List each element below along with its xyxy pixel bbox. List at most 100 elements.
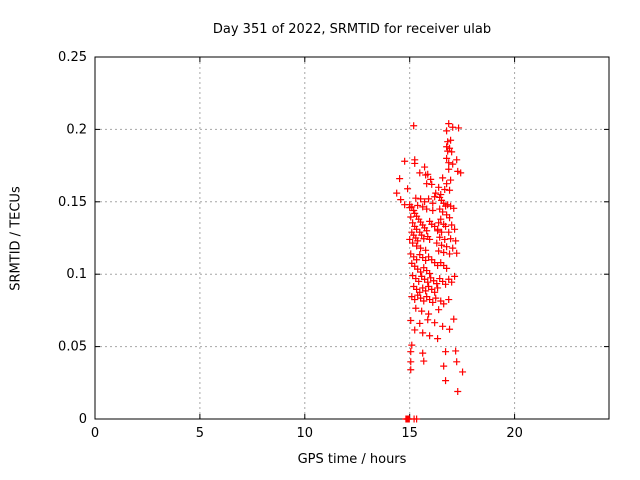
x-axis-label: GPS time / hours — [297, 452, 407, 467]
data-point — [419, 349, 427, 357]
data-point — [450, 204, 458, 212]
data-point — [445, 296, 453, 304]
data-point — [425, 195, 433, 203]
data-point — [439, 322, 447, 330]
x-tick-label: 0 — [91, 426, 99, 441]
data-point — [445, 228, 453, 236]
data-point — [440, 248, 448, 256]
data-point — [442, 280, 450, 288]
data-point — [429, 199, 437, 207]
data-point — [417, 268, 425, 276]
data-point — [407, 358, 415, 366]
data-point — [443, 154, 451, 162]
data-point — [435, 306, 443, 314]
data-point — [440, 362, 448, 370]
data-point — [411, 159, 419, 167]
data-point — [448, 221, 456, 229]
data-point — [433, 280, 441, 288]
data-point — [435, 183, 443, 191]
data-point — [406, 235, 414, 243]
data-point — [431, 319, 439, 327]
tick-labels: 0 5 10 15 20 0 0.05 0.1 0.15 0.2 0.25 — [58, 50, 523, 441]
data-point — [412, 194, 420, 202]
data-point — [443, 143, 451, 151]
data-point — [410, 122, 418, 130]
data-point — [435, 247, 443, 255]
data-point — [423, 180, 431, 188]
data-point — [414, 201, 422, 209]
data-point — [459, 368, 467, 376]
data-point — [423, 227, 431, 235]
data-point — [401, 157, 409, 165]
data-point — [434, 335, 442, 343]
data-point — [422, 256, 430, 264]
data-point — [444, 201, 452, 209]
y-tick-label: 0 — [79, 412, 87, 427]
data-point — [439, 208, 447, 216]
data-point — [451, 272, 459, 280]
data-point — [432, 294, 440, 302]
data-point — [453, 156, 461, 164]
data-point — [418, 307, 426, 315]
data-point — [397, 196, 405, 204]
x-tick-label: 20 — [506, 426, 523, 441]
data-point — [407, 366, 415, 374]
data-point — [423, 205, 431, 213]
data-point — [396, 175, 404, 183]
data-point — [445, 165, 453, 173]
data-point — [420, 297, 428, 305]
data-point — [435, 219, 443, 227]
data-point — [453, 358, 461, 366]
data-point — [431, 193, 439, 201]
data-point — [424, 278, 432, 286]
data-point — [447, 136, 455, 144]
data-point — [443, 127, 451, 135]
data-point — [406, 204, 414, 212]
y-tick-label: 0.2 — [66, 122, 87, 137]
data-point — [443, 264, 451, 272]
data-point — [416, 319, 424, 327]
data-point — [447, 176, 455, 184]
data-point — [438, 228, 446, 236]
data-point — [426, 269, 434, 277]
data-point — [426, 332, 434, 340]
data-point — [451, 225, 459, 233]
data-points — [393, 120, 467, 423]
data-point — [426, 235, 434, 243]
data-point — [448, 278, 456, 286]
data-point — [429, 206, 437, 214]
data-point — [393, 189, 401, 197]
data-point — [443, 180, 451, 188]
data-point — [453, 249, 461, 257]
data-point — [455, 124, 463, 132]
data-point — [411, 296, 419, 304]
data-point — [449, 123, 457, 131]
y-tick-label: 0.05 — [58, 340, 87, 355]
data-point — [424, 170, 432, 178]
data-point — [446, 325, 454, 333]
data-point — [442, 348, 450, 356]
data-point — [433, 239, 441, 247]
data-point — [432, 189, 440, 197]
x-tick-label: 5 — [196, 426, 204, 441]
y-tick-label: 0.1 — [66, 267, 87, 282]
data-point — [424, 316, 432, 324]
data-point — [416, 169, 424, 177]
data-point — [437, 215, 445, 223]
data-point — [417, 244, 425, 252]
data-point — [407, 213, 415, 221]
y-tick-label: 0.15 — [58, 195, 87, 210]
data-point — [419, 329, 427, 337]
data-point — [420, 235, 428, 243]
data-point — [428, 180, 436, 188]
data-point — [413, 415, 421, 423]
data-point — [413, 242, 421, 250]
data-point — [452, 237, 460, 245]
data-point — [450, 315, 458, 323]
data-point — [454, 167, 462, 175]
axes — [94, 56, 610, 420]
data-point — [409, 219, 417, 227]
data-point — [427, 175, 435, 183]
